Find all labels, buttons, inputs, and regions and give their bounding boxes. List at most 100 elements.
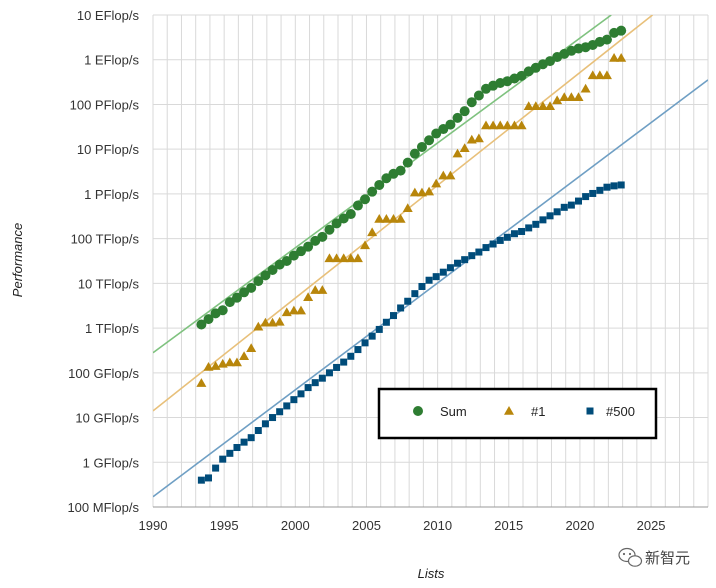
data-point-top-500 — [226, 449, 234, 457]
data-point-top-500 — [233, 444, 241, 452]
data-point-top-1 — [253, 321, 264, 331]
data-point-top-1 — [566, 92, 577, 102]
data-point-top-500 — [603, 183, 611, 191]
data-point-sum — [296, 246, 306, 257]
data-point-top-1 — [473, 133, 484, 143]
data-point-top-500 — [503, 233, 511, 241]
data-point-top-500 — [212, 464, 220, 472]
data-point-top-1 — [203, 362, 214, 371]
data-point-sum — [288, 250, 299, 261]
data-point-sum — [473, 90, 484, 101]
data-point-top-1 — [431, 178, 442, 188]
x-tick-label: 2000 — [281, 518, 310, 533]
data-point-top-500 — [390, 312, 397, 320]
data-point-top-1 — [196, 378, 207, 387]
data-point-top-500 — [489, 240, 497, 248]
data-point-sum — [352, 200, 363, 211]
data-point-sum — [338, 213, 349, 224]
legend-label-top-1: #1 — [531, 404, 545, 419]
data-point-top-1 — [573, 92, 584, 102]
y-tick-label: 10 TFlop/s — [78, 276, 140, 291]
data-point-top-500 — [496, 236, 504, 244]
data-point-sum — [367, 186, 378, 197]
data-point-sum — [253, 276, 264, 287]
data-point-top-1 — [310, 285, 321, 294]
data-point-top-1 — [317, 285, 328, 294]
x-tick-label: 2015 — [494, 518, 523, 533]
data-point-top-1 — [402, 203, 413, 212]
x-tick-label: 2020 — [565, 518, 594, 533]
data-point-sum — [409, 148, 420, 159]
data-point-top-500 — [347, 352, 355, 360]
data-point-top-500 — [290, 396, 298, 404]
data-point-top-1 — [360, 240, 371, 250]
legend-label-top-500: #500 — [606, 404, 635, 419]
data-point-sum — [452, 112, 463, 123]
data-point-top-500 — [567, 201, 575, 209]
data-point-sum — [424, 135, 435, 146]
data-point-sum — [466, 97, 477, 108]
data-point-top-500 — [546, 212, 554, 220]
data-point-top-1 — [523, 101, 534, 110]
data-point-top-500 — [425, 276, 433, 284]
data-point-sum — [217, 305, 228, 316]
data-point-top-1 — [374, 213, 385, 223]
legend-marker-top-1 — [504, 406, 514, 415]
x-tick-label: 1990 — [139, 518, 168, 533]
data-point-top-1 — [224, 357, 235, 367]
watermark: 新智元 — [618, 547, 690, 567]
data-point-top-1 — [345, 253, 356, 263]
data-point-sum — [445, 119, 456, 130]
data-point-top-1 — [488, 120, 499, 130]
data-point-top-1 — [409, 187, 420, 197]
data-point-top-1 — [267, 317, 278, 327]
data-point-top-500 — [610, 182, 618, 190]
data-point-top-1 — [424, 186, 435, 196]
data-point-top-1 — [594, 70, 605, 80]
data-point-top-500 — [532, 220, 540, 228]
data-point-top-1 — [296, 305, 306, 315]
data-point-sum — [324, 224, 335, 235]
data-point-top-500 — [197, 476, 205, 484]
data-point-top-1 — [481, 120, 491, 130]
data-point-top-1 — [288, 305, 299, 315]
data-point-sum — [260, 270, 271, 281]
data-point-top-500 — [283, 402, 291, 410]
data-point-top-500 — [247, 434, 255, 442]
data-point-top-1 — [516, 120, 527, 130]
data-point-top-500 — [361, 339, 369, 347]
data-point-sum — [239, 287, 250, 298]
data-point-sum — [345, 209, 356, 220]
data-point-sum — [381, 173, 392, 184]
data-point-top-500 — [304, 384, 312, 392]
data-point-sum — [374, 179, 385, 190]
data-point-top-500 — [439, 268, 447, 276]
data-point-sum — [203, 314, 214, 325]
data-point-top-1 — [452, 148, 463, 158]
data-point-top-1 — [388, 213, 399, 223]
data-point-top-1 — [210, 361, 221, 370]
data-point-top-1 — [246, 343, 257, 352]
y-tick-label: 10 EFlop/s — [77, 8, 140, 23]
data-point-top-1 — [303, 292, 314, 301]
data-point-top-500 — [205, 474, 212, 482]
data-point-top-1 — [416, 187, 427, 197]
data-point-top-500 — [461, 256, 469, 264]
data-point-top-500 — [525, 224, 533, 232]
data-point-top-500 — [418, 282, 426, 290]
data-point-top-500 — [446, 264, 454, 272]
data-point-sum — [431, 128, 442, 139]
data-point-sum — [303, 241, 314, 252]
data-point-top-500 — [397, 304, 405, 312]
data-point-top-500 — [382, 318, 390, 326]
x-tick-label: 2010 — [423, 518, 452, 533]
data-point-top-1 — [537, 101, 548, 110]
data-point-top-500 — [311, 379, 319, 387]
x-tick-label: 2025 — [637, 518, 666, 533]
data-point-top-1 — [381, 213, 392, 223]
data-point-top-1 — [601, 70, 612, 80]
data-point-top-1 — [459, 143, 470, 153]
legend-label-sum: Sum — [440, 404, 467, 419]
y-tick-label: 1 TFlop/s — [85, 321, 139, 336]
